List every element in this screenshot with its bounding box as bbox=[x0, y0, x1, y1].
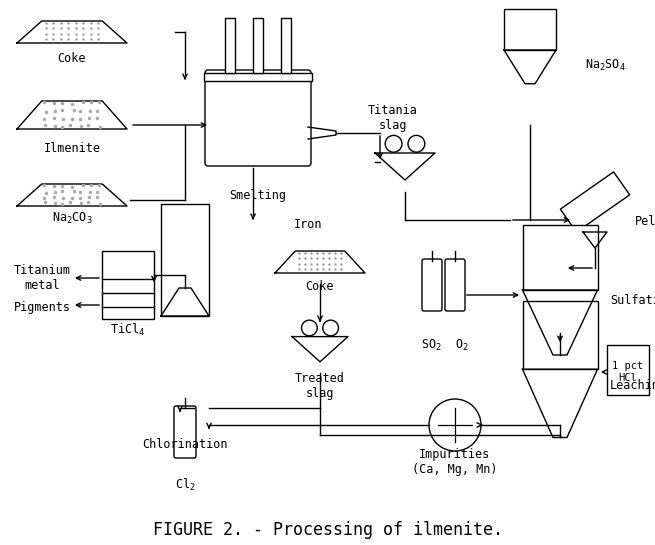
Bar bbox=[523, 225, 597, 290]
Text: Ilmenite: Ilmenite bbox=[43, 142, 100, 154]
Bar bbox=[560, 172, 629, 232]
Text: Leaching: Leaching bbox=[610, 378, 655, 391]
Bar bbox=[225, 18, 235, 73]
Text: slag: slag bbox=[306, 386, 334, 399]
Text: Coke: Coke bbox=[306, 280, 334, 293]
Text: Treated: Treated bbox=[295, 372, 345, 385]
Text: Impurities
(Ca, Mg, Mn): Impurities (Ca, Mg, Mn) bbox=[412, 448, 498, 476]
Text: Chlorination: Chlorination bbox=[142, 439, 228, 451]
Text: FIGURE 2. - Processing of ilmenite.: FIGURE 2. - Processing of ilmenite. bbox=[153, 521, 503, 539]
Text: Smelting: Smelting bbox=[229, 189, 286, 202]
Bar bbox=[102, 251, 154, 319]
Text: Titania
slag: Titania slag bbox=[368, 104, 418, 132]
Text: Pigments: Pigments bbox=[14, 301, 71, 314]
Text: Na$_2$CO$_3$: Na$_2$CO$_3$ bbox=[52, 210, 92, 226]
Bar bbox=[281, 18, 291, 73]
Text: Cl$_2$: Cl$_2$ bbox=[175, 477, 195, 493]
FancyBboxPatch shape bbox=[422, 259, 442, 311]
Bar bbox=[523, 301, 597, 370]
Bar bbox=[607, 345, 649, 395]
Text: TiCl$_4$: TiCl$_4$ bbox=[111, 322, 145, 338]
Text: Titanium
metal: Titanium metal bbox=[14, 264, 71, 292]
Bar bbox=[204, 73, 312, 81]
Bar bbox=[253, 18, 263, 73]
Text: Pelletizing: Pelletizing bbox=[635, 215, 655, 228]
FancyBboxPatch shape bbox=[445, 259, 465, 311]
Text: Sulfation: Sulfation bbox=[610, 294, 655, 306]
FancyBboxPatch shape bbox=[205, 70, 311, 166]
FancyBboxPatch shape bbox=[174, 406, 196, 458]
Bar bbox=[504, 9, 556, 50]
Bar bbox=[161, 204, 209, 316]
Text: Na$_2$SO$_4$: Na$_2$SO$_4$ bbox=[585, 57, 626, 72]
Text: Iron: Iron bbox=[293, 219, 322, 232]
Text: Coke: Coke bbox=[58, 51, 86, 64]
Text: SO$_2$  O$_2$: SO$_2$ O$_2$ bbox=[421, 337, 469, 353]
Text: 1 pct
HCl: 1 pct HCl bbox=[612, 361, 644, 383]
